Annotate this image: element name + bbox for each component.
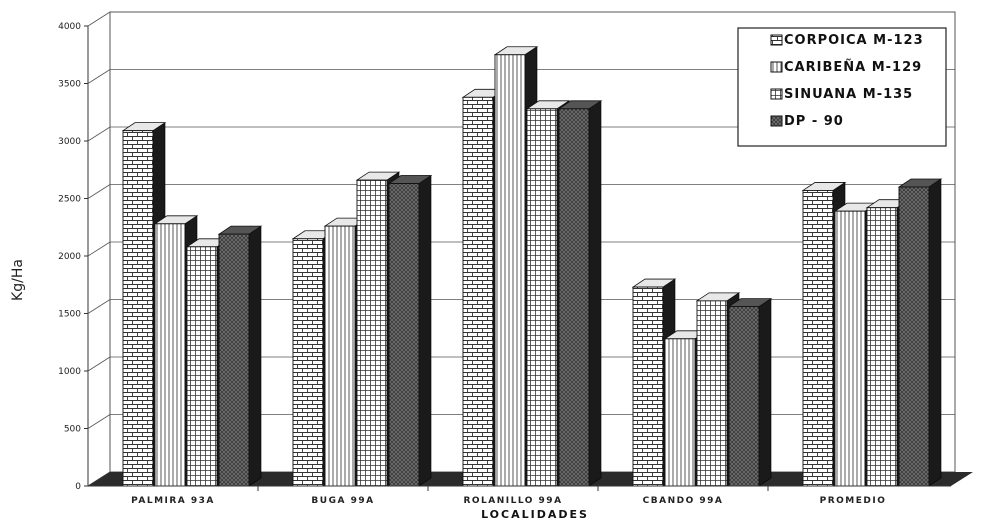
bar-side xyxy=(418,174,432,487)
bar-side xyxy=(758,298,772,487)
bar xyxy=(217,225,263,487)
x-tick-label: PROMEDIO xyxy=(820,496,887,506)
legend-label: CARIBEÑA M-129 xyxy=(784,59,922,75)
gridline-side xyxy=(87,241,111,257)
bar-front xyxy=(728,306,760,487)
x-tick-label: CBANDO 99A xyxy=(643,496,724,506)
bar-front xyxy=(154,223,186,487)
x-tick-label: BUGA 99A xyxy=(311,496,374,506)
gridline-side xyxy=(87,11,111,27)
bar-side xyxy=(588,100,602,487)
bar-front xyxy=(526,108,558,487)
side-wall-edge xyxy=(87,471,111,487)
y-tick-label: 3500 xyxy=(58,80,81,90)
x-tick-label: ROLANILLO 99A xyxy=(463,496,562,506)
bar-front xyxy=(324,225,356,487)
y-tick-label: 2500 xyxy=(58,195,81,205)
bar-front xyxy=(122,130,154,487)
bar xyxy=(387,174,433,487)
gridline-side xyxy=(87,126,111,142)
x-tick-label: PALMIRA 93A xyxy=(131,496,215,506)
bar-front xyxy=(664,338,696,487)
bar-front xyxy=(898,186,930,487)
legend-swatch xyxy=(770,61,783,73)
legend-swatch xyxy=(770,88,783,100)
bar-front xyxy=(866,207,898,487)
x-axis: PALMIRA 93A BUGA 99A ROLANILLO 99A CBANDO 9… xyxy=(88,485,951,506)
gridline-side xyxy=(87,69,111,84)
bar-front xyxy=(356,179,388,487)
bar-front xyxy=(292,238,324,487)
y-tick-label: 500 xyxy=(64,425,81,435)
legend-item: DP - 90 xyxy=(770,114,844,129)
gridline-side xyxy=(87,184,111,199)
legend: CORPOICA M-123 CARIBEÑA M-129 SINUANA M-13… xyxy=(737,27,947,147)
bar-front xyxy=(462,96,494,487)
bar-front xyxy=(802,189,834,487)
bar-front xyxy=(834,210,866,487)
y-tick-label: 3000 xyxy=(58,137,81,147)
bar-front xyxy=(218,233,250,487)
y-tick-label: 4000 xyxy=(58,22,81,32)
y-tick-label: 2000 xyxy=(58,252,81,262)
legend-item: CARIBEÑA M-129 xyxy=(770,59,922,75)
legend-label: CORPOICA M-123 xyxy=(784,33,924,48)
bar-front xyxy=(558,108,590,487)
legend-label: DP - 90 xyxy=(784,114,844,129)
y-tick-label: 0 xyxy=(75,482,81,492)
bar-front xyxy=(494,54,526,487)
bar-front xyxy=(696,300,728,487)
bars xyxy=(121,46,943,487)
y-axis-label: Kg/Ha xyxy=(10,259,26,301)
gridline-side xyxy=(87,356,111,372)
bar-front xyxy=(632,286,664,487)
bar xyxy=(727,298,773,487)
bar-side xyxy=(248,225,262,487)
legend-item: CORPOICA M-123 xyxy=(770,33,924,48)
legend-item: SINUANA M-135 xyxy=(770,87,913,102)
legend-label: SINUANA M-135 xyxy=(784,87,913,102)
y-tick-label: 1000 xyxy=(58,367,81,377)
bar xyxy=(557,100,603,487)
bar-front xyxy=(388,183,420,487)
legend-swatch xyxy=(770,34,783,46)
x-axis-label: LOCALIDADES xyxy=(481,508,589,521)
gridline-side xyxy=(87,299,111,314)
bar-front xyxy=(186,246,218,487)
bar-side xyxy=(928,178,942,487)
bar xyxy=(897,178,943,487)
gridline-side xyxy=(87,414,111,429)
legend-swatch xyxy=(770,115,783,127)
y-tick-label: 1500 xyxy=(58,310,81,320)
